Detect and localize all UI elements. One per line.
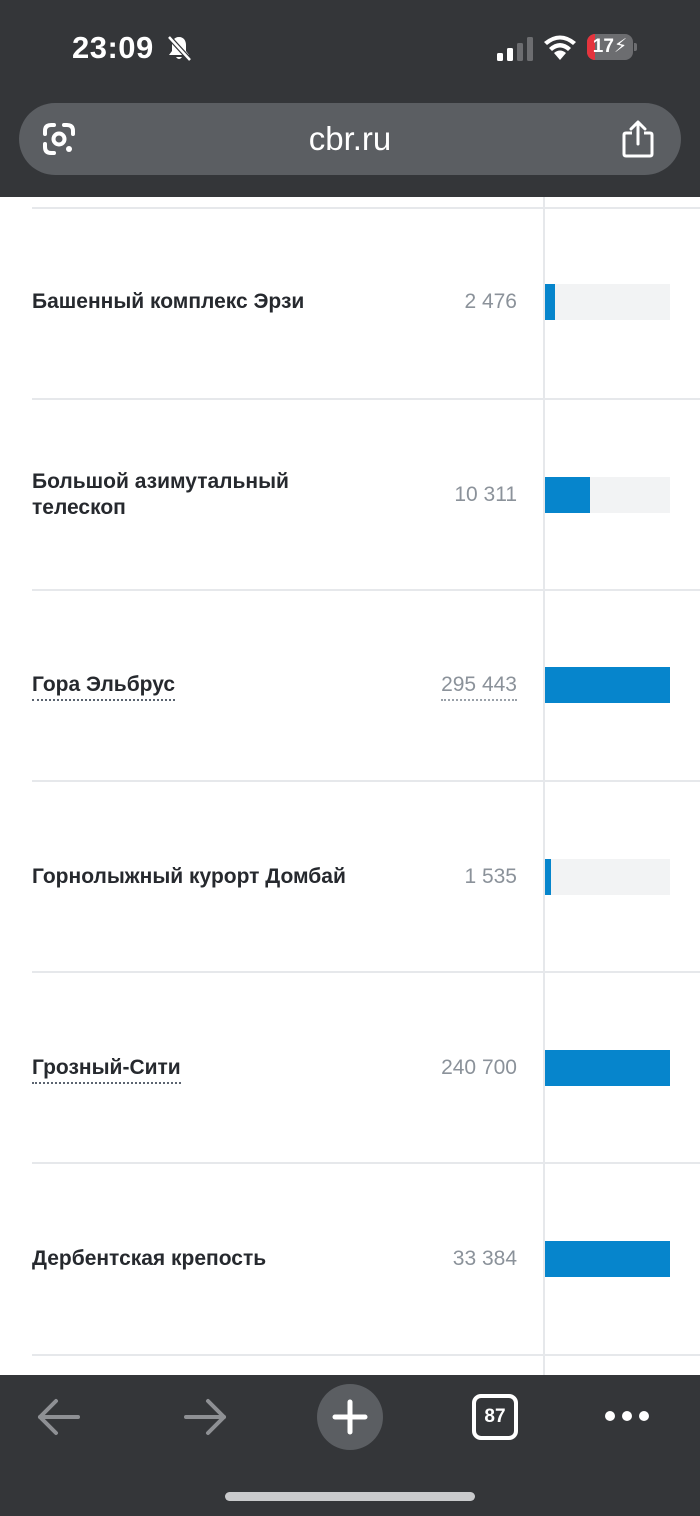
bar-track (545, 477, 670, 513)
bar-track (545, 1241, 670, 1277)
more-dots-icon[interactable] (604, 1409, 650, 1423)
address-bar[interactable]: cbr.ru (19, 103, 681, 175)
row-value: 33 384 (452, 1247, 517, 1270)
table-row: Грозный-Сити 240 700 (0, 971, 700, 1162)
page-content: Башенный комплекс Эрзи 2 476 Большой ази… (0, 197, 700, 1375)
browser-bottom-toolbar: 87 (0, 1375, 700, 1516)
forward-arrow-icon[interactable] (182, 1395, 228, 1439)
bar-track (545, 859, 670, 895)
table-row (0, 1354, 700, 1375)
bar-fill (545, 284, 555, 320)
row-value-link[interactable]: 295 443 (441, 672, 517, 701)
cellular-signal-icon (497, 37, 533, 61)
home-indicator[interactable] (225, 1492, 475, 1501)
row-value: 2 476 (464, 290, 517, 313)
table-row: Большой азимутальный телескоп 10 311 (0, 398, 700, 589)
table-row: Гора Эльбрус 295 443 (0, 589, 700, 780)
back-arrow-icon[interactable] (36, 1395, 82, 1439)
bell-off-icon (167, 35, 192, 62)
plus-icon (332, 1399, 368, 1435)
table-row: Дербентская крепость 33 384 (0, 1162, 700, 1353)
row-name: Большой азимутальный телескоп (32, 470, 289, 519)
battery-charging-icon: 17⚡︎ (587, 34, 637, 60)
bar-fill (545, 859, 552, 895)
row-name: Дербентская крепость (32, 1247, 267, 1270)
row-name: Горнолыжный курорт Домбай (32, 865, 346, 888)
bar-track (545, 284, 670, 320)
bar-fill (545, 1241, 670, 1277)
table-row: Башенный комплекс Эрзи 2 476 (0, 207, 700, 398)
battery-level: 17⚡︎ (592, 36, 628, 57)
new-tab-button[interactable] (317, 1384, 383, 1450)
wifi-icon (544, 35, 576, 60)
google-lens-icon[interactable] (41, 121, 77, 157)
status-bar: 23:09 17⚡︎ (0, 0, 700, 96)
row-name: Башенный комплекс Эрзи (32, 290, 305, 313)
share-icon[interactable] (621, 120, 655, 158)
tab-count: 87 (484, 1406, 506, 1427)
bar-fill (545, 477, 590, 513)
table-row: Горнолыжный курорт Домбай 1 535 (0, 780, 700, 971)
url-text[interactable]: cbr.ru (308, 120, 392, 157)
bar-fill (545, 1050, 670, 1086)
status-time: 23:09 (72, 30, 154, 65)
row-value: 1 535 (464, 865, 517, 888)
bar-track (545, 667, 670, 703)
bar-fill (545, 667, 670, 703)
row-value: 10 311 (454, 483, 517, 506)
column-divider (543, 197, 545, 1375)
row-name-link[interactable]: Грозный-Сити (32, 1055, 181, 1084)
bar-track (545, 1050, 670, 1086)
browser-top-chrome: 23:09 17⚡︎ cbr.ru (0, 0, 700, 197)
row-name-link[interactable]: Гора Эльбрус (32, 672, 176, 701)
tabs-button[interactable]: 87 (472, 1394, 518, 1440)
row-value: 240 700 (441, 1056, 517, 1079)
